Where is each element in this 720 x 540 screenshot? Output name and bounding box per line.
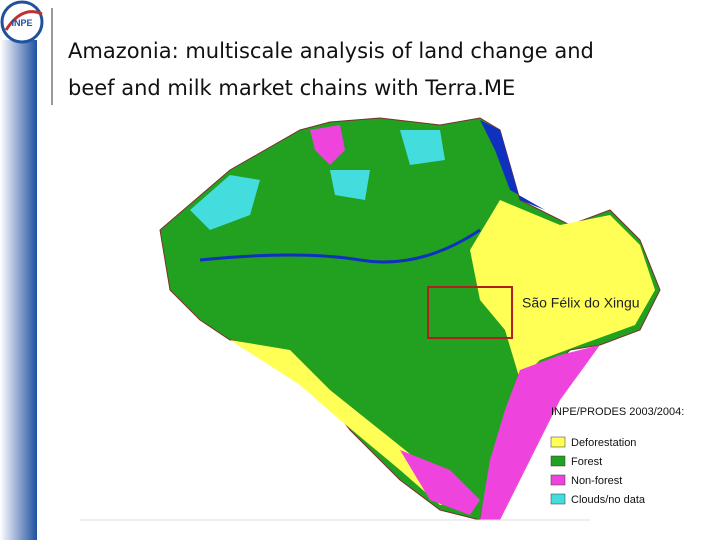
legend-swatch [550,493,566,505]
map-annotation: São Félix do Xingu [522,295,640,311]
study-area-box [427,286,513,339]
legend-label: Clouds/no data [571,494,646,506]
legend-swatch [550,474,566,486]
legend: Deforestation Forest Non-forest Clouds/no d… [550,436,646,506]
side-bar [0,40,37,540]
logo: INPE [0,0,44,44]
legend-label: Deforestation [571,437,636,449]
map: São Félix do Xingu [159,117,661,521]
legend-title: INPE/PRODES 2003/2004: [551,406,684,418]
legend-label: Forest [571,456,602,468]
legend-swatch [550,436,566,448]
legend-swatch [550,455,566,467]
title-line: Amazonia: multiscale analysis of land ch… [68,39,594,63]
legend-label: Non-forest [571,475,622,487]
logo-text: INPE [11,18,32,28]
title-line: beef and milk market chains with Terra.M… [68,76,515,100]
